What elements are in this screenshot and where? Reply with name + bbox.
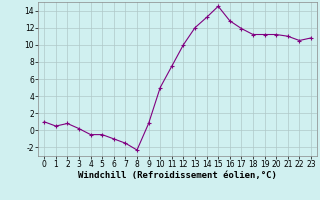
X-axis label: Windchill (Refroidissement éolien,°C): Windchill (Refroidissement éolien,°C) [78,171,277,180]
